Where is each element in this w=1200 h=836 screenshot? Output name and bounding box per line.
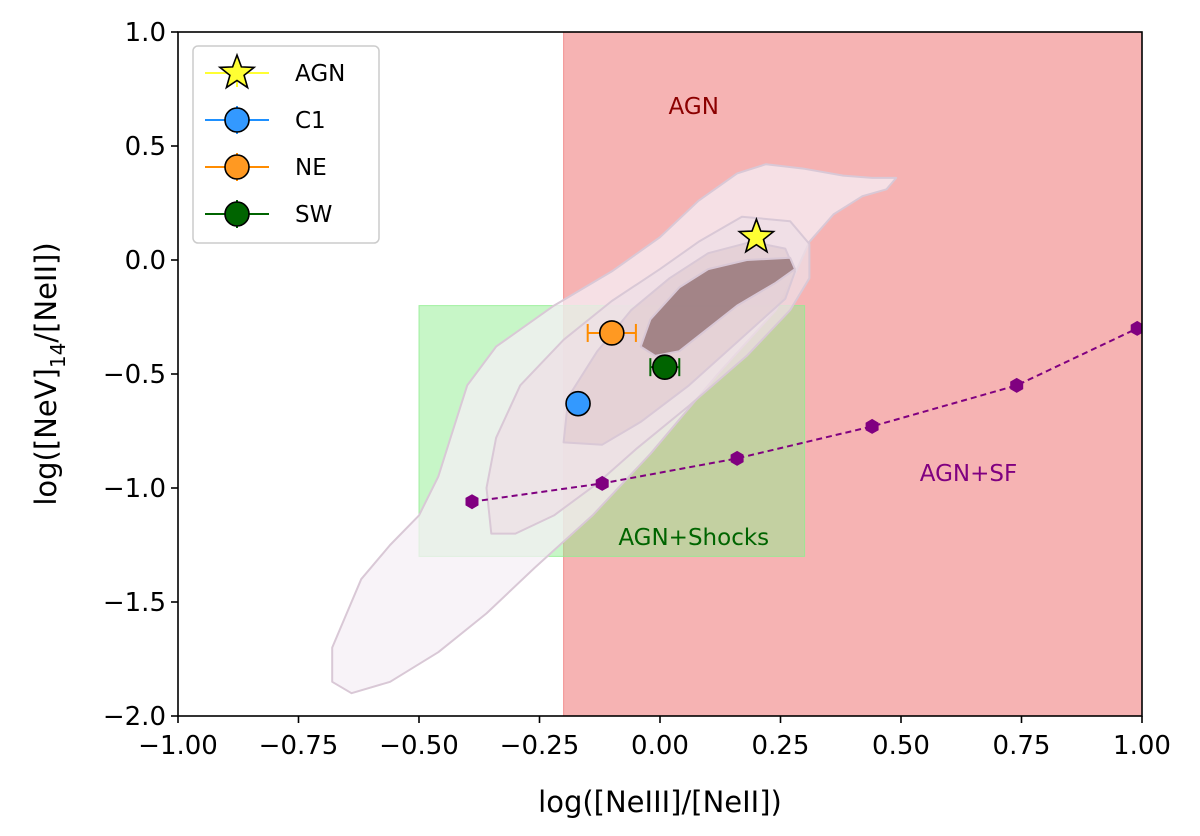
y-tick-label: −2.0 [103, 702, 166, 732]
y-axis-label-sub: 14 [46, 343, 70, 368]
y-axis-label: log([NeV]14/[NeII]) [29, 242, 70, 505]
x-tick-label: −0.75 [259, 731, 339, 761]
y-axis-ticks: −2.0 −1.5 −1.0 −0.5 0.0 0.5 1.0 [103, 18, 178, 732]
legend-label-c1: C1 [295, 108, 326, 134]
x-tick-label: 0.25 [752, 731, 810, 761]
legend-frame [192, 45, 380, 244]
legend-marker-agn [217, 52, 257, 90]
legend-marker-sw [224, 201, 250, 227]
x-tick-label: 1.00 [1113, 731, 1171, 761]
agn-sf-track-point [1130, 320, 1142, 336]
point-c1 [565, 390, 591, 417]
y-tick-label: 0.0 [125, 246, 166, 276]
legend-label-sw: SW [295, 202, 332, 228]
legend-label-ne: NE [295, 155, 327, 181]
agn-sf-track-point [1010, 377, 1024, 393]
y-tick-label: 1.0 [125, 18, 166, 48]
legend-label-agn: AGN [295, 61, 345, 87]
region-label-agn-sf: AGN+SF [920, 461, 1017, 487]
point-agn [737, 216, 776, 254]
agn-sf-track-point [730, 450, 744, 466]
region-labels-layer: AGN AGN+Shocks AGN+SF [618, 94, 1017, 551]
region-label-agn: AGN [669, 94, 719, 120]
legend-marker-c1 [224, 107, 250, 133]
region-label-agn-shocks: AGN+Shocks [618, 525, 769, 551]
agn-sf-track [465, 320, 1142, 510]
point-sw [652, 354, 678, 380]
x-axis-ticks: −1.00 −0.75 −0.50 −0.25 0.00 0.25 0.50 0.75 1.00 [138, 716, 1171, 761]
point-ne [598, 320, 625, 346]
legend-marker-ne [224, 154, 250, 180]
x-tick-label: −0.50 [379, 731, 459, 761]
y-axis-label-pre: log([NeV] [29, 368, 63, 506]
y-tick-label: −0.5 [103, 360, 166, 390]
y-tick-label: 0.5 [125, 132, 166, 162]
legend: AGN C1 NE SW [192, 45, 380, 244]
x-axis-label: log([NeIII]/[NeII]) [538, 785, 782, 819]
y-tick-label: −1.0 [103, 474, 166, 504]
y-axis-label-post: /[NeII]) [29, 242, 63, 342]
agn-sf-track-point [595, 475, 609, 491]
agn-sf-track-point [465, 494, 479, 510]
points-layer [565, 216, 776, 417]
contours-layer [331, 163, 898, 695]
x-tick-label: 0.50 [872, 731, 930, 761]
x-tick-label: −1.00 [138, 731, 218, 761]
x-tick-label: 0.75 [993, 731, 1051, 761]
agn-sf-track-point [865, 418, 879, 434]
x-tick-label: 0.00 [631, 731, 689, 761]
contour-level-4 [639, 256, 796, 357]
y-tick-label: −1.5 [103, 588, 166, 618]
x-tick-label: −0.25 [500, 731, 580, 761]
